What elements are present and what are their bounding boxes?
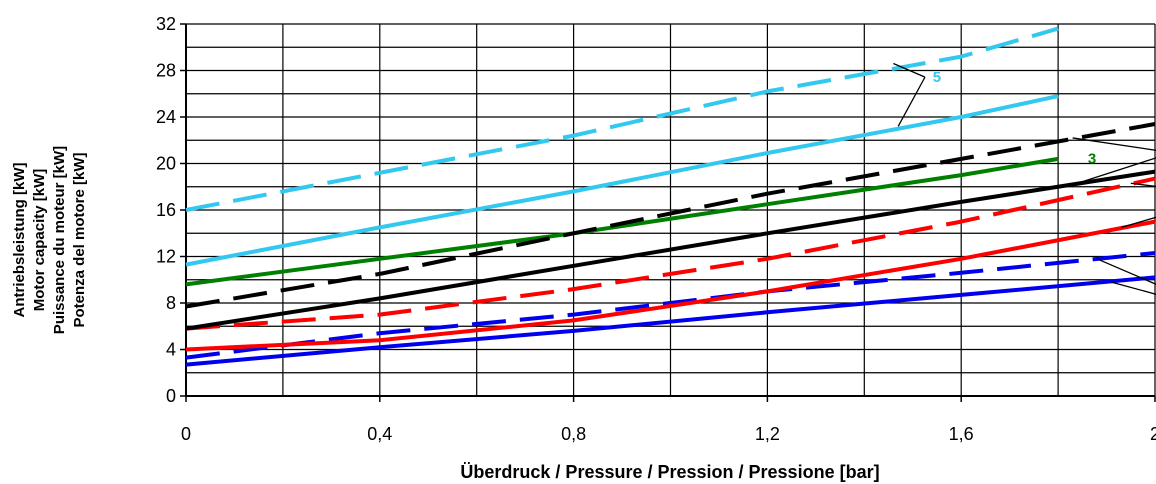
y-tick-label: 28 [156,61,176,81]
y-axis-title-line-3: Puissance du moteur [kW] [51,146,68,334]
callout-leader-5 [897,76,926,127]
series-2-solid-line [185,219,1156,352]
callout-leader-1 [1111,281,1156,295]
y-tick-label: 8 [166,293,176,313]
series-5-dashed-line [185,26,1059,212]
series-1-dashed-line [185,251,1156,360]
series-2-dashed-line [185,176,1156,331]
callout-leader-1 [1096,258,1156,285]
x-tick-labels: 0 0,4 0,8 1,2 1,6 2 [181,396,1156,444]
x-tick-label: 1,6 [949,424,974,444]
callout-leader-2 [1130,182,1156,188]
y-axis-title-line-4: Potenza del motore [kW] [71,152,88,327]
y-tick-label: 24 [156,107,176,127]
y-axis-title-line-1: Antriebsleistung [kW] [11,162,28,317]
y-tick-label: 32 [156,14,176,34]
callout-leader-2 [1120,216,1156,229]
callout-label-3: 3 [1088,151,1096,168]
x-tick-label: 1,2 [755,424,780,444]
x-axis-title: Überdruck / Pressure / Pression / Pressi… [460,462,879,482]
y-tick-labels: 0 4 8 12 16 20 24 28 32 [156,14,186,406]
callout-leader-4 [1077,157,1156,184]
callouts: 12345 [893,62,1156,295]
y-tick-label: 16 [156,200,176,220]
series-4-solid-line [185,169,1156,331]
callout-label-5: 5 [933,69,941,86]
series-group [185,26,1156,367]
series-4-dashed-line [185,122,1156,309]
y-axis-title-line-2: Motor capacity [kW] [31,169,48,312]
y-tick-label: 12 [156,247,176,267]
callout-leader-5 [893,62,926,78]
y-axis-title: Antriebsleistung [kW] Motor capacity [kW… [11,146,88,334]
series-5-solid-line [185,94,1059,267]
x-tick-label: 2 [1150,424,1156,444]
series-3-solid-line [185,156,1059,287]
x-tick-label: 0 [181,424,191,444]
y-tick-label: 4 [166,340,176,360]
series-1-solid-line [185,275,1156,367]
y-tick-label: 0 [166,386,176,406]
x-tick-label: 0,4 [367,424,392,444]
x-tick-label: 0,8 [561,424,586,444]
callout-leader-4 [1072,137,1156,151]
y-tick-label: 20 [156,154,176,174]
